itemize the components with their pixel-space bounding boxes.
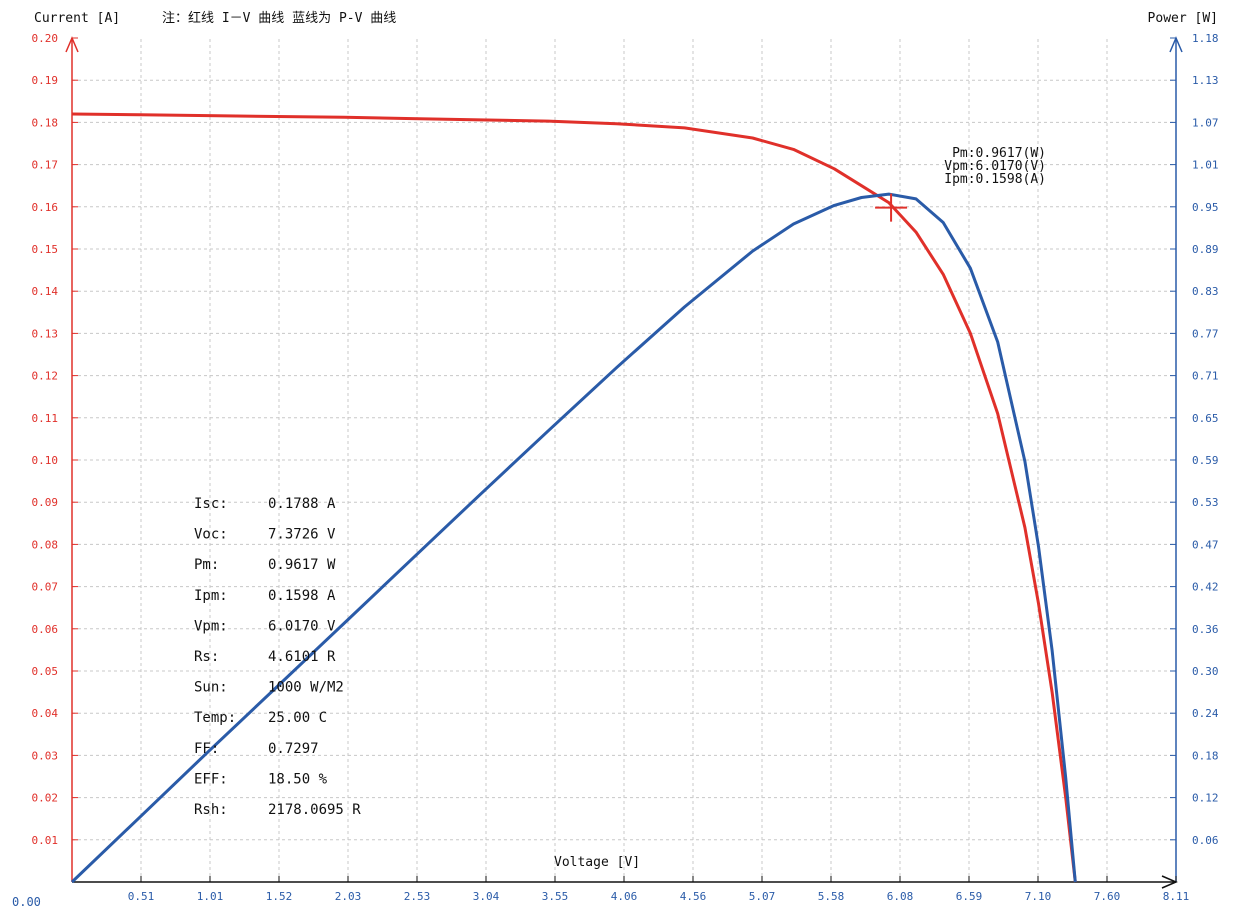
- x-axis-title: Voltage [V]: [554, 855, 640, 870]
- grid: [72, 38, 1176, 882]
- y-right-tick-label: 1.01: [1192, 159, 1219, 172]
- y-right-tick-label: 0.95: [1192, 201, 1219, 214]
- info-label: Voc:: [194, 527, 228, 543]
- info-label: Isc:: [194, 496, 228, 512]
- y-right-tick-label: 0.47: [1192, 538, 1219, 551]
- y-left-tick-label: 0.17: [32, 159, 59, 172]
- max-power-point: Pm:0.9617(W)Vpm:6.0170(V)Ipm:0.1598(A): [875, 146, 1046, 222]
- series: [70, 112, 1077, 884]
- y-right-tick-label: 0.77: [1192, 327, 1219, 340]
- y-left-tick-label: 0.04: [32, 707, 59, 720]
- info-value: 0.1598 A: [268, 588, 336, 604]
- info-value: 6.0170 V: [268, 618, 336, 634]
- info-label: Temp:: [194, 710, 236, 726]
- y-left-tick-label: 0.03: [32, 749, 59, 762]
- y-left-tick-label: 0.08: [32, 538, 59, 551]
- x-tick-label: 3.04: [473, 890, 500, 903]
- x-tick-label: 4.06: [611, 890, 638, 903]
- y-right-axis-title: Power [W]: [1148, 11, 1218, 26]
- ticks: 0.01 0.06 0.02 0.12 0.03 0.18 0.04 0.24 0.05 0.30…: [32, 32, 1219, 903]
- info-label: Rs:: [194, 649, 219, 665]
- info-value: 4.6101 R: [268, 649, 336, 665]
- y-right-tick-label: 0.65: [1192, 412, 1219, 425]
- info-label: Sun:: [194, 680, 228, 696]
- x-tick-label: 1.52: [266, 890, 293, 903]
- mpp-label: Vpm:6.0170(V): [944, 159, 1046, 174]
- y-right-tick-label: 0.36: [1192, 623, 1219, 636]
- x-tick-label: 5.07: [749, 890, 776, 903]
- info-value: 0.9617 W: [268, 557, 336, 573]
- info-label: EFF:: [194, 771, 228, 787]
- y-left-tick-label: 0.16: [32, 201, 59, 214]
- info-value: 7.3726 V: [268, 527, 336, 543]
- y-left-tick-label: 0.14: [32, 285, 59, 298]
- chart-title: 注：红线 I－V 曲线 蓝线为 P-V 曲线: [162, 10, 396, 26]
- y-left-tick-label: 0.07: [32, 581, 59, 594]
- x-tick-label: 5.58: [818, 890, 845, 903]
- iv-curve: [71, 112, 1077, 883]
- x-tick-label: 1.01: [197, 890, 224, 903]
- y-right-tick-label: 0.42: [1192, 581, 1219, 594]
- y-left-tick-label: 0.10: [32, 454, 59, 467]
- y-left-tick-label: 0.11: [32, 412, 59, 425]
- info-value: 1000 W/M2: [268, 680, 344, 696]
- mpp-label: Pm:0.9617(W): [952, 146, 1046, 161]
- info-value: 0.1788 A: [268, 496, 336, 512]
- info-panel: Isc: 0.1788 A Voc: 7.3726 V Pm: 0.9617 W Ipm: 0…: [194, 496, 361, 818]
- info-label: Rsh:: [194, 802, 228, 818]
- y-right-tick-label: 0.83: [1192, 285, 1219, 298]
- y-right-tick-label: 0.89: [1192, 243, 1219, 256]
- y-left-tick-label: 0.13: [32, 327, 59, 340]
- y-left-tick-label: 0.01: [32, 834, 59, 847]
- y-left-tick-label: 0.12: [32, 370, 59, 383]
- y-right-tick-label: 0.24: [1192, 707, 1219, 720]
- y-right-tick-label: 0.59: [1192, 454, 1219, 467]
- info-label: Ipm:: [194, 588, 228, 604]
- mpp-label: Ipm:0.1598(A): [944, 172, 1046, 187]
- y-left-tick-label: 0.05: [32, 665, 59, 678]
- y-right-tick-label: 1.18: [1192, 32, 1219, 45]
- x-tick-label: 7.10: [1025, 890, 1052, 903]
- y-left-tick-label: 0.15: [32, 243, 59, 256]
- x-tick-label: 2.03: [335, 890, 362, 903]
- y-right-tick-label: 0.06: [1192, 834, 1219, 847]
- y-right-tick-label: 0.71: [1192, 370, 1219, 383]
- x-tick-label: 8.11: [1163, 890, 1190, 903]
- x-tick-label: 2.53: [404, 890, 431, 903]
- y-left-tick-label: 0.09: [32, 496, 59, 509]
- origin-label: 0.00: [12, 895, 41, 909]
- x-tick-label: 3.55: [542, 890, 569, 903]
- y-left-tick-label: 0.20: [32, 32, 59, 45]
- x-tick-label: 7.60: [1094, 890, 1121, 903]
- info-value: 18.50 %: [268, 771, 328, 787]
- info-label: FF:: [194, 741, 219, 757]
- x-tick-label: 4.56: [680, 890, 707, 903]
- y-left-tick-label: 0.06: [32, 623, 59, 636]
- y-left-tick-label: 0.02: [32, 792, 59, 805]
- y-left-axis-title: Current [A]: [34, 11, 120, 26]
- y-right-tick-label: 0.30: [1192, 665, 1219, 678]
- y-right-tick-label: 0.18: [1192, 749, 1219, 762]
- x-tick-label: 6.08: [887, 890, 914, 903]
- info-value: 2178.0695 R: [268, 802, 361, 818]
- pv-curve: [70, 192, 1077, 884]
- y-right-tick-label: 0.53: [1192, 496, 1219, 509]
- info-value: 25.00 C: [268, 710, 327, 726]
- y-right-tick-label: 1.13: [1192, 74, 1219, 87]
- y-left-tick-label: 0.18: [32, 116, 59, 129]
- info-value: 0.7297: [268, 741, 319, 757]
- x-tick-label: 0.51: [128, 890, 155, 903]
- y-right-tick-label: 1.07: [1192, 116, 1219, 129]
- info-label: Pm:: [194, 557, 219, 573]
- info-label: Vpm:: [194, 618, 228, 634]
- y-left-tick-label: 0.19: [32, 74, 59, 87]
- y-right-tick-label: 0.12: [1192, 792, 1219, 805]
- x-tick-label: 6.59: [956, 890, 983, 903]
